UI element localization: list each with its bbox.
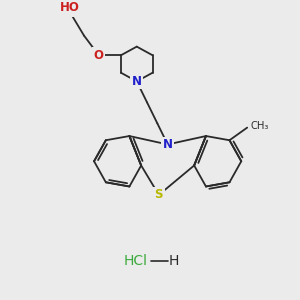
Text: HO: HO [59,1,79,14]
Text: HCl: HCl [123,254,147,268]
Text: CH₃: CH₃ [251,121,269,131]
Text: H: H [168,254,179,268]
Text: N: N [163,138,173,151]
Text: S: S [154,188,163,201]
Text: N: N [132,75,142,88]
Text: O: O [94,49,104,62]
